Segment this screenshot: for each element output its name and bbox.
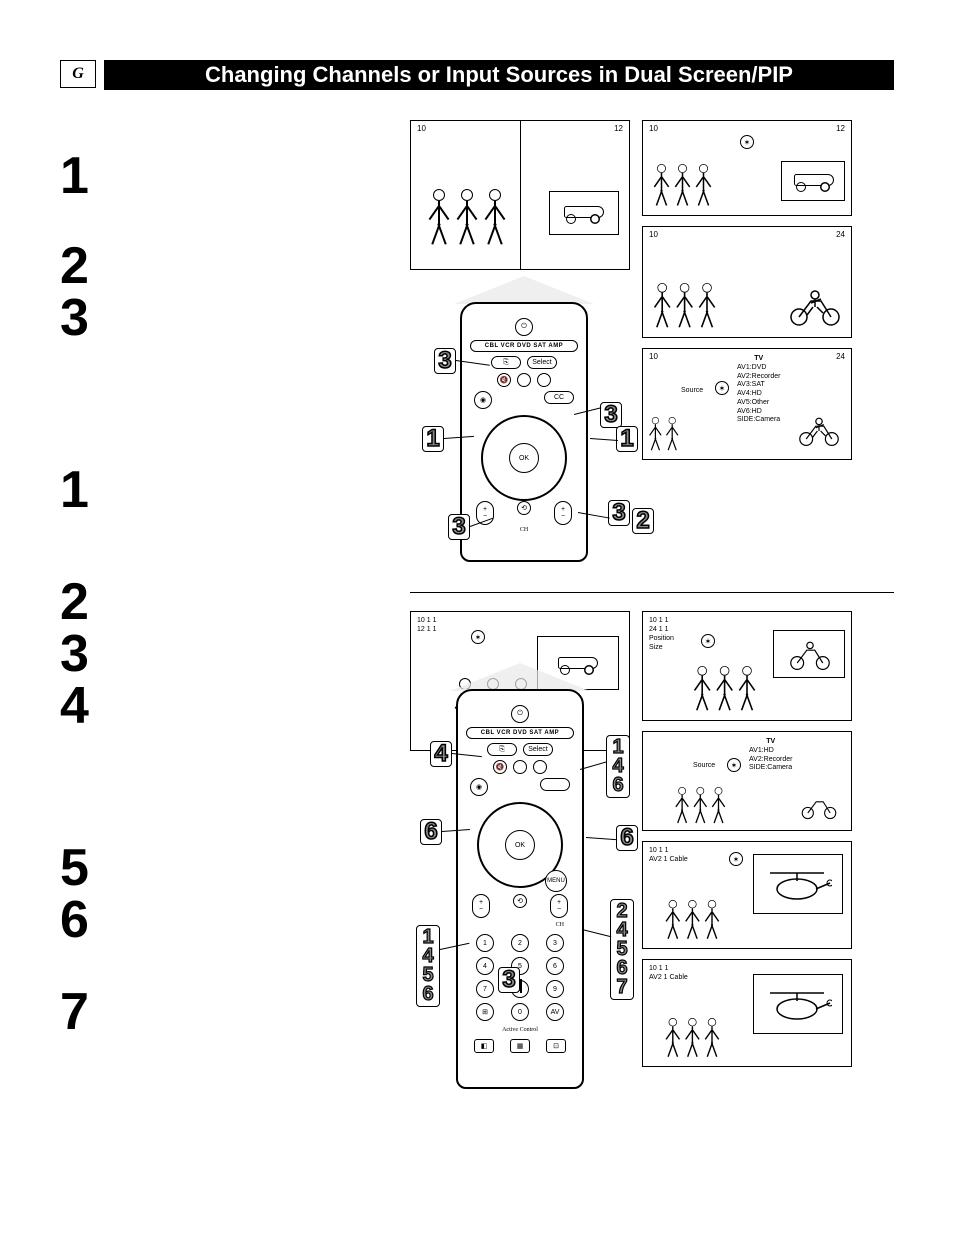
callout: 4 — [430, 741, 452, 767]
tv-screen-pip-result: 10 1 1 24 1 1 Position Size ✶ — [642, 611, 852, 721]
ch-rocker[interactable]: +− — [554, 501, 572, 525]
osd-text: 10 1 1 12 1 1 — [417, 616, 436, 634]
callout: 1 — [616, 426, 638, 452]
tv-screen-result: 10 12 ✶ — [642, 120, 852, 216]
ok-button[interactable]: OK — [509, 443, 539, 473]
tv-screen-pip-cable: 10 1 1 AV2 1 Cable ✶ — [642, 841, 852, 949]
misc-button[interactable] — [533, 760, 547, 774]
channel-label: 10 — [649, 124, 658, 133]
tv-screen-pip-cable: 10 1 1 AV2 1 Cable — [642, 959, 852, 1067]
back-button[interactable]: ⟲ — [513, 894, 527, 908]
callout: 3 — [608, 500, 630, 526]
step-number: 3 — [60, 628, 390, 680]
misc-button[interactable] — [517, 373, 531, 387]
callout: 3 — [498, 967, 520, 993]
num-2[interactable]: 2 — [511, 934, 529, 952]
step-number-column: 1 2 3 1 2 3 4 5 6 7 — [60, 120, 390, 1089]
source-menu: TV AV1:HD AV2:Recorder SIDE:Camera — [749, 738, 792, 773]
mute-button[interactable]: 🔇 — [493, 760, 507, 774]
bottom-btn[interactable]: ◧ — [474, 1039, 494, 1053]
num-6[interactable]: 6 — [546, 957, 564, 975]
tv-screen-pip-source: Source ✶ TV AV1:HD AV2:Recorder SIDE:Cam… — [642, 731, 852, 831]
ch-label: CH — [466, 922, 574, 928]
num-3[interactable]: 3 — [546, 934, 564, 952]
device-bar: CBL VCR DVD SAT AMP — [470, 340, 578, 352]
num-4[interactable]: 4 — [476, 957, 494, 975]
channel-label: 10 — [649, 230, 658, 239]
osd-text: 10 1 1 24 1 1 Position Size — [649, 616, 674, 652]
num-0[interactable]: 0 — [511, 1003, 529, 1021]
mute-button[interactable]: 🔇 — [497, 373, 511, 387]
channel-label: 24 — [836, 352, 845, 361]
callout-stack: 1 4 5 6 — [416, 925, 440, 1007]
callout: 3 — [448, 514, 470, 540]
step-number: 3 — [60, 292, 390, 344]
header-row: G Changing Channels or Input Sources in … — [60, 60, 894, 90]
section-letter: G — [60, 60, 96, 88]
ok-button[interactable]: OK — [505, 830, 535, 860]
channel-label: 12 — [614, 124, 623, 133]
callout: 1 — [422, 426, 444, 452]
bottom-btn[interactable]: ⊡ — [546, 1039, 566, 1053]
num-9[interactable]: 9 — [546, 980, 564, 998]
device-bar: CBL VCR DVD SAT AMP — [466, 727, 574, 739]
tv-screen-result: 10 24 — [642, 226, 852, 338]
ch-rocker[interactable]: +− — [550, 894, 568, 918]
num-ext[interactable]: ⊞ — [476, 1003, 494, 1021]
num-av[interactable]: AV — [546, 1003, 564, 1021]
step-number: 2 — [60, 576, 390, 628]
callout: 3 — [434, 348, 456, 374]
source-button[interactable]: ⎘ — [487, 743, 517, 756]
power-button[interactable]: ⏻ — [511, 705, 529, 723]
number-pad[interactable]: 1 2 3 4 5 6 7 8 9 ⊞ 0 AV — [470, 934, 570, 1021]
num-7[interactable]: 7 — [476, 980, 494, 998]
source-button[interactable]: ⎘ — [491, 356, 521, 369]
select-button[interactable]: Select — [523, 743, 553, 756]
pip-button[interactable]: ◉ — [474, 391, 492, 409]
tv-screen-dual: 10 12 — [410, 120, 630, 270]
channel-label: 24 — [836, 230, 845, 239]
step-number: 6 — [60, 894, 390, 946]
section-divider — [410, 592, 894, 593]
step-number: 1 — [60, 464, 390, 516]
ch-label: CH — [470, 527, 578, 533]
callout-stack: 1 4 6 — [606, 735, 630, 798]
active-control-label: Active Control — [466, 1027, 574, 1033]
pip-button[interactable]: ◉ — [470, 778, 488, 796]
bottom-btn[interactable]: ▦ — [510, 1039, 530, 1053]
misc-button[interactable] — [513, 760, 527, 774]
source-label: Source — [693, 762, 715, 769]
step-number: 4 — [60, 680, 390, 732]
step-number: 7 — [60, 986, 390, 1038]
back-button[interactable]: ⟲ — [517, 501, 531, 515]
step-number: 2 — [60, 240, 390, 292]
tv-screen-result-source: 10 24 Source ✶ TV AV1:DVD AV2:Recorder — [642, 348, 852, 460]
callout: 6 — [616, 825, 638, 851]
callout-stack: 2 4 5 6 7 — [610, 899, 634, 1000]
callout: 2 — [632, 508, 654, 534]
callout: 3 — [600, 402, 622, 428]
channel-label: 12 — [836, 124, 845, 133]
step-number: 1 — [60, 150, 390, 202]
menu-button[interactable]: MENU — [545, 870, 567, 892]
remote-control-full: ⏻ CBL VCR DVD SAT AMP ⎘ Select 🔇 ◉ — [456, 689, 584, 1089]
source-menu: TV AV1:DVD AV2:Recorder AV3:SAT AV4:HD A… — [737, 355, 780, 425]
page-title: Changing Channels or Input Sources in Du… — [104, 60, 894, 90]
power-button[interactable]: ⏻ — [515, 318, 533, 336]
callout: 6 — [420, 819, 442, 845]
figures-column: 10 12 10 12 ✶ — [410, 120, 894, 1089]
num-1[interactable]: 1 — [476, 934, 494, 952]
cc-button[interactable] — [540, 778, 570, 791]
channel-label: 10 — [417, 124, 426, 133]
vol-rocker[interactable]: +− — [472, 894, 490, 918]
step-number: 5 — [60, 842, 390, 894]
select-button[interactable]: Select — [527, 356, 557, 369]
dpad[interactable]: OK — [481, 415, 567, 501]
cc-button[interactable]: CC — [544, 391, 574, 404]
content: 1 2 3 1 2 3 4 5 6 7 10 12 — [60, 120, 894, 1089]
dpad[interactable]: OK MENU — [477, 802, 563, 888]
source-label: Source — [681, 387, 703, 394]
misc-button[interactable] — [537, 373, 551, 387]
